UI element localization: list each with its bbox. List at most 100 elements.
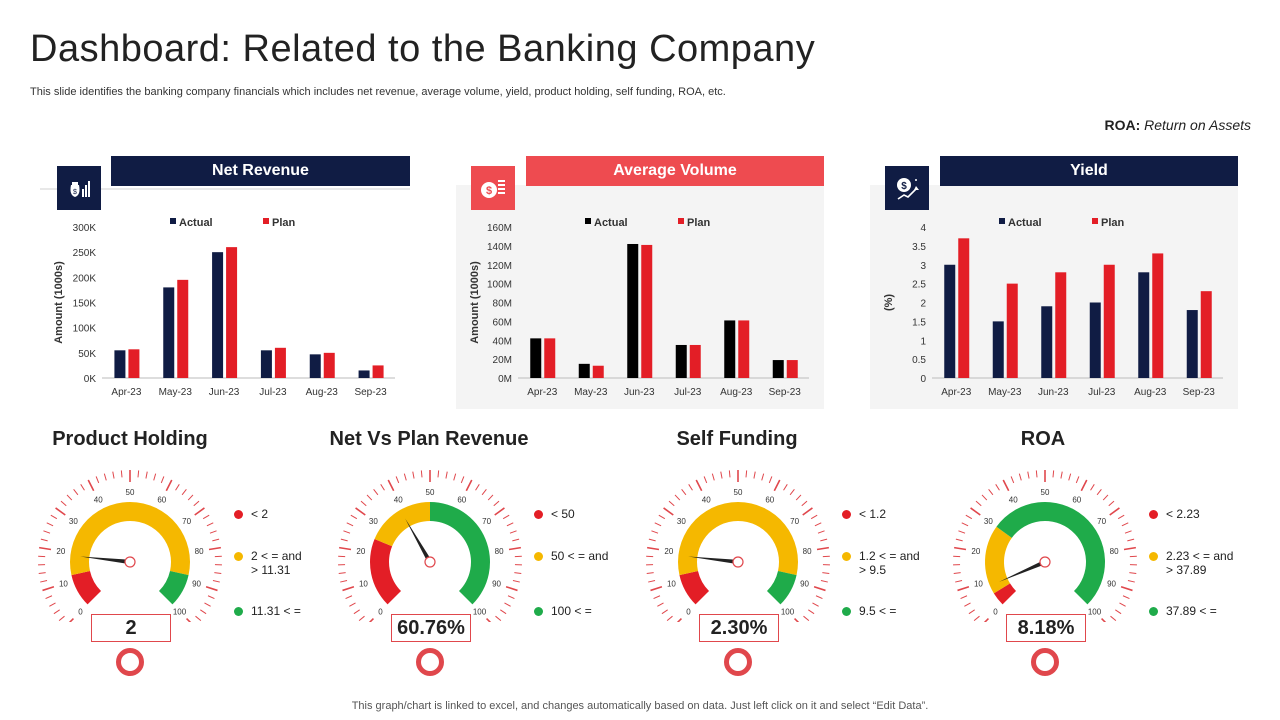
gauge-tick (193, 500, 200, 507)
bar-actual-sep-23 (1186, 310, 1198, 378)
gauge-tick (46, 522, 54, 527)
gauge-legend-item: 1.2 < = and > 9.5 (842, 549, 920, 577)
gauge-legend-item: 100 < = (534, 604, 592, 618)
legend-text: 9.5 < = (859, 604, 897, 618)
bar-actual-sep-23 (772, 360, 784, 378)
gauge-tick (58, 615, 65, 622)
gauge-title: Net Vs Plan Revenue (329, 428, 529, 450)
x-tick-label: Jun-23 (624, 387, 655, 398)
gauge-tick (509, 530, 517, 534)
gauge-tick (728, 470, 731, 478)
gauge-tick (953, 572, 961, 575)
gauge-dial: 0 10 20 30 40 50 60 70 80 90 100 (646, 470, 830, 622)
gauge-legend-item: 37.89 < = (1149, 604, 1217, 618)
gauge-needle (80, 556, 131, 565)
legend-dot-green (534, 607, 543, 616)
gauge-tick (502, 514, 510, 520)
gauge-tick (380, 484, 385, 491)
page-subtitle: This slide identifies the banking compan… (30, 86, 726, 98)
gauge-dial: 0 10 20 30 40 50 60 70 80 90 100 (953, 470, 1137, 622)
gauge-scale-label: 100 (1088, 607, 1102, 616)
average-volume-header: Average Volume (526, 156, 824, 186)
gauge-tick (1102, 494, 1109, 501)
gauge-hub (732, 556, 744, 568)
gauge-tick (512, 538, 520, 542)
gauge-tick (1075, 476, 1080, 484)
gauge-tick (481, 488, 487, 496)
gauge-tick (795, 494, 802, 501)
gauge-ring-icon (724, 648, 752, 676)
gauge-tick (343, 530, 351, 534)
legend-text: 37.89 < = (1166, 604, 1217, 618)
gauge-tick (657, 602, 664, 607)
legend-dot-yellow (234, 552, 243, 561)
legend-dot-yellow (842, 552, 851, 561)
gauge-tick (647, 546, 660, 551)
gauge-tick (137, 470, 140, 478)
gauge-dial: 0 10 20 30 40 50 60 70 80 90 100 (338, 470, 522, 622)
legend-dot-yellow (534, 552, 543, 561)
gauge-tick (695, 479, 703, 492)
gauge-value: 2 (91, 614, 171, 642)
legend-swatch-actual (999, 218, 1005, 224)
gauge-hub (424, 556, 436, 568)
gauge-tick (206, 522, 214, 527)
gauge-scale-label: 40 (94, 496, 103, 505)
gauge-scale-label: 10 (974, 580, 983, 589)
gauge-tick (654, 522, 662, 527)
gauge-tick (995, 484, 1000, 491)
gauge-tick (676, 618, 682, 622)
gauge-tick (1121, 522, 1129, 527)
gauge-hub (1039, 556, 1051, 568)
gauge-tick (40, 580, 48, 583)
gauge-tick (1127, 538, 1135, 542)
gauge-tick (957, 585, 970, 592)
gauge-scale-label: 100 (473, 607, 487, 616)
gauge-scale-label: 20 (664, 547, 673, 556)
x-tick-label: Sep-23 (1183, 387, 1216, 398)
bar-plan-jun-23 (226, 247, 238, 378)
gauge-tick (802, 507, 813, 516)
footer-note: This graph/chart is linked to excel, and… (351, 700, 929, 712)
x-tick-label: Jun-23 (1038, 387, 1069, 398)
legend-label-plan: Plan (1101, 217, 1125, 229)
gauge-tick (1018, 473, 1022, 481)
gauge-tick (395, 476, 400, 484)
bar-plan-apr-23 (544, 338, 556, 378)
gauge-scale-label: 30 (69, 517, 78, 526)
gauge-tick (495, 615, 502, 622)
gauge-tick (1117, 514, 1125, 520)
gauge-tick (703, 476, 708, 484)
y-tick-label: 150K (73, 299, 97, 310)
legend-text: < 2.23 (1166, 507, 1200, 521)
gauge-tick (1101, 618, 1107, 622)
gauge-tick (339, 546, 352, 551)
gauge-scale-label: 20 (971, 547, 980, 556)
gauge-tick (103, 473, 107, 481)
gauge-tick (207, 595, 215, 599)
y-axis-label: Amount (1000s) (469, 261, 481, 344)
gauge-tick (175, 484, 180, 491)
y-tick-label: 140M (487, 242, 512, 253)
gauge-tick (205, 585, 218, 592)
gauge-tick (500, 609, 507, 615)
y-tick-label: 80M (493, 299, 512, 310)
gauge-title: ROA (1020, 428, 1066, 450)
gauge-scale-label: 50 (1041, 488, 1050, 497)
gauge-scale-label: 100 (173, 607, 187, 616)
gauge-legend-item: 9.5 < = (842, 604, 896, 618)
bar-plan-sep-23 (372, 365, 384, 378)
gauge-tick (1002, 479, 1010, 492)
gauge-tick (366, 494, 373, 501)
gauge-tick (1090, 484, 1095, 491)
net-revenue-header: Net Revenue (111, 156, 410, 186)
y-axis-label: (%) (883, 294, 895, 311)
gauge-scale-label: 50 (126, 488, 135, 497)
gauge-tick (181, 488, 187, 496)
gauge-tick (209, 530, 217, 534)
legend-swatch-actual (585, 218, 591, 224)
legend-text: 11.31 < = (251, 604, 301, 618)
legend-dot-red (842, 510, 851, 519)
x-tick-label: Jul-23 (674, 387, 702, 398)
gauge-tick (955, 580, 963, 583)
